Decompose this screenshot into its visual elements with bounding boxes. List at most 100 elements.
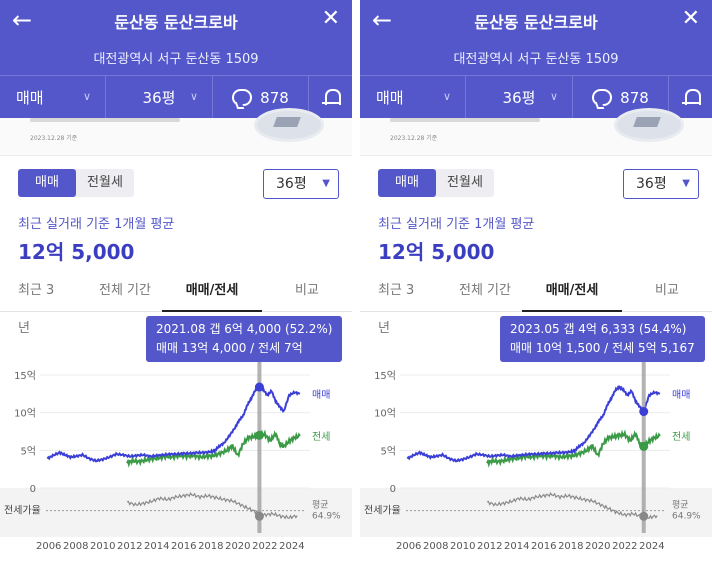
talk-button[interactable]: 878 <box>573 76 669 119</box>
alarm-button[interactable] <box>669 76 712 119</box>
series-ratio-line <box>486 491 658 520</box>
caret-down-icon: ▼ <box>682 178 690 189</box>
toggle-rent[interactable]: 전월세 <box>87 175 123 190</box>
tab-sale-jeonse[interactable]: 매매/전세 <box>162 272 262 312</box>
tab-compare[interactable]: 비교 <box>655 283 679 298</box>
average-value: 64.9% <box>312 512 341 522</box>
ratio-point <box>254 511 264 521</box>
deal-type-value: 매매 <box>16 89 44 107</box>
info-strip: 2023.12.28 기준 <box>0 108 352 156</box>
tooltip-line-1: 2021.08 갭 6억 4,000 (52.2%) <box>156 322 333 336</box>
talk-button[interactable]: 878 <box>213 76 309 119</box>
alarm-button[interactable] <box>309 76 352 119</box>
average-value: 64.9% <box>672 512 701 522</box>
options-bar: 매매 ∨ 36평 ∨ 878 <box>0 75 352 119</box>
blurred-text <box>390 118 540 122</box>
tab-recent-3y[interactable]: 최근 3년 <box>378 283 415 336</box>
back-arrow-icon[interactable]: ← <box>12 6 33 34</box>
chart-tooltip: 2023.05 갭 4억 6,333 (54.4%) 매매 10억 1,500 … <box>500 316 705 362</box>
y-tick-label: 15억 <box>14 370 36 382</box>
x-tick-label: 2006 <box>36 541 61 552</box>
area-select[interactable]: 36평 ∨ <box>466 76 573 119</box>
series-jeonse-line <box>126 429 301 468</box>
x-tick-label: 2024 <box>279 541 304 552</box>
ratio-point <box>639 511 649 521</box>
x-tick-label: 2010 <box>450 541 475 552</box>
x-tick-label: 2018 <box>198 541 223 552</box>
ratio-label: 전세가율 <box>4 505 41 517</box>
info-strip: 2023.12.28 기준 <box>360 108 712 156</box>
price-subtitle: 최근 실거래 기준 1개월 평균 <box>18 217 175 232</box>
basis-date: 2023.12.28 기준 <box>30 135 78 142</box>
options-bar: 매매 ∨ 36평 ∨ 878 <box>360 75 712 119</box>
chevron-down-icon: ∨ <box>82 90 91 103</box>
y-tick-label: 5억 <box>380 445 396 457</box>
area-dropdown[interactable]: 36평 ▼ <box>623 169 699 199</box>
building-thumbnail <box>254 108 324 142</box>
chart-tooltip: 2021.08 갭 6억 4,000 (52.2%) 매매 13억 4,000 … <box>146 316 343 362</box>
deal-toggle: 매매 전월세 <box>378 169 494 197</box>
talk-count: 878 <box>260 88 289 107</box>
toggle-sale[interactable]: 매매 <box>18 169 76 197</box>
ratio-label: 전세가율 <box>364 505 401 517</box>
area-select[interactable]: 36평 ∨ <box>106 76 213 119</box>
toggle-sale[interactable]: 매매 <box>378 169 436 197</box>
deal-type-select[interactable]: 매매 ∨ <box>360 76 466 119</box>
close-icon[interactable]: ✕ <box>681 6 700 31</box>
average-label: 평균 <box>672 500 689 511</box>
y-tick-label: 10억 <box>14 408 36 420</box>
selection-marker-line <box>257 347 262 533</box>
caret-down-icon: ▼ <box>322 178 330 189</box>
series-label-jeonse: 전세 <box>312 431 330 443</box>
series-label-sale: 매매 <box>312 389 330 401</box>
x-tick-label: 2012 <box>477 541 502 552</box>
x-tick-label: 2024 <box>639 541 664 552</box>
series-label-sale: 매매 <box>672 389 690 401</box>
series-ratio-line <box>126 491 298 520</box>
average-label: 평균 <box>312 500 329 511</box>
series-sale-line <box>46 385 301 463</box>
sale-point <box>639 407 649 417</box>
tab-all-period[interactable]: 전체 기간 <box>459 283 511 298</box>
sale-point <box>254 382 264 392</box>
y-tick-label: 0 <box>390 484 396 495</box>
blurred-text <box>30 118 180 122</box>
address-label: 대전광역시 서구 둔산동 1509 <box>453 52 619 67</box>
page-title: 둔산동 둔산크로바 <box>114 13 238 32</box>
x-tick-label: 2022 <box>252 541 277 552</box>
chevron-down-icon: ∨ <box>549 90 558 103</box>
series-label-jeonse: 전세 <box>672 431 690 443</box>
y-tick-label: 5억 <box>20 445 36 457</box>
screen-right: ← 둔산동 둔산크로바 ✕ 대전광역시 서구 둔산동 1509 매매 ∨ 36평… <box>360 0 712 572</box>
bell-icon <box>681 88 701 107</box>
x-tick-label: 2012 <box>117 541 142 552</box>
building-thumbnail <box>614 108 684 142</box>
tooltip-line-2: 매매 13억 4,000 / 전세 7억 <box>156 341 303 355</box>
address-label: 대전광역시 서구 둔산동 1509 <box>93 52 259 67</box>
panel-divider <box>352 0 360 572</box>
tab-sale-jeonse[interactable]: 매매/전세 <box>522 272 622 312</box>
close-icon[interactable]: ✕ <box>321 6 340 31</box>
period-tabs: 최근 3년 전체 기간 매매/전세 비교 <box>0 272 352 336</box>
talk-count: 878 <box>620 88 649 107</box>
y-tick-label: 0 <box>30 484 36 495</box>
basis-date: 2023.12.28 기준 <box>390 135 438 142</box>
back-arrow-icon[interactable]: ← <box>372 6 393 34</box>
y-tick-label: 10억 <box>374 408 396 420</box>
tab-compare[interactable]: 비교 <box>295 283 319 298</box>
average-price: 12억 5,000 <box>18 240 135 264</box>
tab-recent-3y[interactable]: 최근 3년 <box>18 283 55 336</box>
chat-bubble-icon <box>232 89 253 106</box>
area-dropdown-value: 36평 <box>636 176 667 192</box>
jeonse-point <box>254 430 264 440</box>
tooltip-line-1: 2023.05 갭 4억 6,333 (54.4%) <box>510 322 687 336</box>
deal-type-select[interactable]: 매매 ∨ <box>0 76 106 119</box>
area-dropdown[interactable]: 36평 ▼ <box>263 169 339 199</box>
area-value: 36평 <box>502 89 536 107</box>
x-tick-label: 2006 <box>396 541 421 552</box>
bell-icon <box>321 88 341 107</box>
toggle-rent[interactable]: 전월세 <box>447 175 483 190</box>
tab-all-period[interactable]: 전체 기간 <box>99 283 151 298</box>
